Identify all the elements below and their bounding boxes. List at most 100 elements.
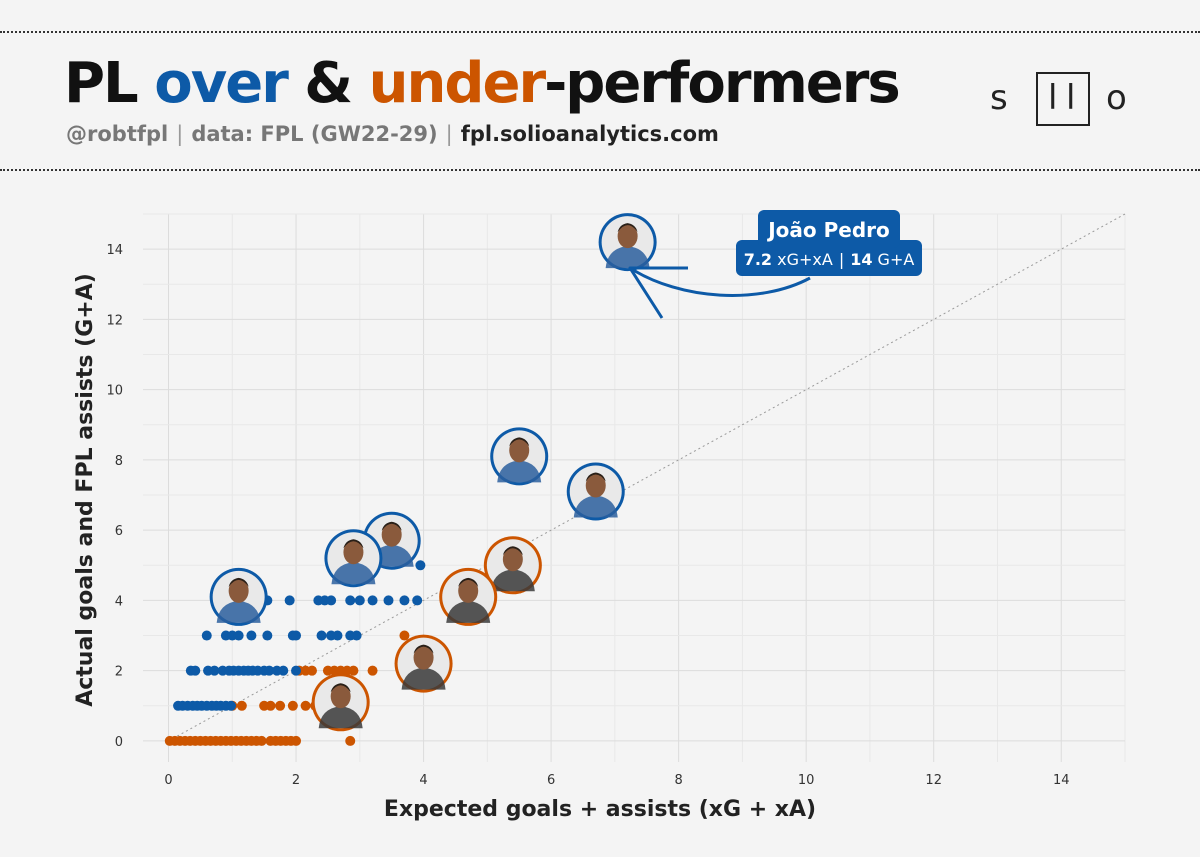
player-avatar <box>566 462 625 521</box>
player-shirt <box>446 600 491 623</box>
data-point-over <box>383 595 394 606</box>
player-face <box>509 438 530 463</box>
player-avatar <box>394 634 453 693</box>
reference-line <box>168 213 1126 742</box>
y-tick-label: 6 <box>115 524 123 539</box>
data-point-over <box>201 630 212 641</box>
data-point-under <box>265 700 276 711</box>
annotation-sep: | <box>839 250 844 269</box>
x-axis-label: Expected goals + assists (xG + xA) <box>384 797 816 822</box>
annotation-arrow <box>629 266 811 297</box>
data-point-over <box>345 595 356 606</box>
data-point-over <box>399 595 410 606</box>
subtitle-data-source: data: FPL (GW22-29) <box>191 122 438 146</box>
data-point-over <box>262 630 273 641</box>
player-avatar <box>311 673 370 732</box>
title-part-performers: -performers <box>544 51 901 116</box>
x-tick-label: 14 <box>1053 773 1070 788</box>
solio-logo: s l l o <box>990 72 1140 128</box>
player-avatar <box>324 529 383 588</box>
player-shirt <box>216 600 261 623</box>
data-point-over <box>367 595 378 606</box>
data-point-over <box>354 595 365 606</box>
y-tick-label: 12 <box>106 313 123 328</box>
player-face <box>585 473 606 498</box>
data-point-over <box>225 700 236 711</box>
subtitle-separator: | <box>176 122 184 146</box>
top-dotted-rule <box>0 31 1200 33</box>
subtitle-handle: @robtfpl <box>66 122 169 146</box>
player-hair <box>502 546 523 556</box>
player-shirt <box>497 460 542 483</box>
data-point-over <box>246 630 257 641</box>
data-point-under <box>348 665 359 676</box>
player-face <box>381 522 402 547</box>
annotation-ga-unit: G+A <box>872 250 914 269</box>
player-face <box>413 645 434 670</box>
data-point-over <box>351 630 362 641</box>
header-dotted-rule <box>0 169 1200 171</box>
annotation-xg-value: 7.2 <box>744 250 772 269</box>
y-axis-label: Actual goals and FPL assists (G+A) <box>73 273 98 707</box>
x-tick-label: 6 <box>547 773 555 788</box>
player-shirt <box>605 246 650 269</box>
subtitle: @robtfpl | data: FPL (GW22-29) | fpl.solioan… <box>66 122 719 146</box>
subtitle-website-link[interactable]: fpl.solioanalytics.com <box>460 122 719 146</box>
player-shirt <box>401 667 446 690</box>
data-point-over <box>291 630 302 641</box>
player-face <box>228 578 249 603</box>
data-point-over <box>209 665 220 676</box>
player-shirt <box>573 495 618 518</box>
annotation-box <box>736 240 922 276</box>
annotation-player-name: João Pedro <box>766 218 890 242</box>
data-point-under <box>300 700 311 711</box>
header: PL over & under-performers @robtfpl | data… <box>0 0 1200 170</box>
annotation-xg-unit: xG+xA <box>772 250 833 269</box>
data-point-under <box>306 665 317 676</box>
player-avatar <box>490 427 549 486</box>
player-shirt <box>490 569 535 592</box>
under-performer-points <box>164 630 410 746</box>
subtitle-separator: | <box>445 122 453 146</box>
title-part-pl: PL <box>64 51 155 116</box>
reference-line-y-equals-x <box>168 213 1126 742</box>
data-point-over <box>326 595 337 606</box>
player-face <box>617 224 638 249</box>
annotation-ga-value: 14 <box>850 250 872 269</box>
data-point-under <box>291 735 302 746</box>
data-point-under <box>399 630 410 641</box>
x-tick-label: 8 <box>674 773 682 788</box>
annotation-arrowhead <box>628 266 688 319</box>
player-avatar <box>209 567 268 626</box>
annotation-name-tab <box>758 210 900 248</box>
player-face <box>458 578 479 603</box>
grid <box>143 213 1126 762</box>
data-point-over <box>316 630 327 641</box>
data-point-over <box>264 665 275 676</box>
player-hair <box>458 577 479 587</box>
player-face <box>343 540 364 565</box>
highlighted-players <box>209 213 657 732</box>
x-tick-label: 12 <box>925 773 942 788</box>
player-hair <box>617 223 638 233</box>
page-title: PL over & under-performers <box>64 51 901 116</box>
data-point-over <box>278 665 289 676</box>
logo-letter-s: s <box>990 78 1008 118</box>
data-point-under <box>236 700 247 711</box>
data-point-under <box>256 735 267 746</box>
x-tick-label: 2 <box>292 773 300 788</box>
player-shirt <box>318 706 363 729</box>
x-tick-label: 0 <box>164 773 172 788</box>
x-tick-label: 4 <box>419 773 427 788</box>
logo-letter-l: l <box>1048 78 1058 118</box>
x-tick-label: 10 <box>798 773 815 788</box>
title-part-and: & <box>286 51 369 116</box>
y-tick-label: 10 <box>106 384 123 399</box>
annotation-stats: 7.2 xG+xA | 14 G+A <box>744 250 915 269</box>
player-hair <box>330 683 351 693</box>
data-point-under <box>345 735 356 746</box>
over-performer-points <box>173 560 426 711</box>
data-point-over <box>412 595 423 606</box>
player-face <box>330 684 351 709</box>
